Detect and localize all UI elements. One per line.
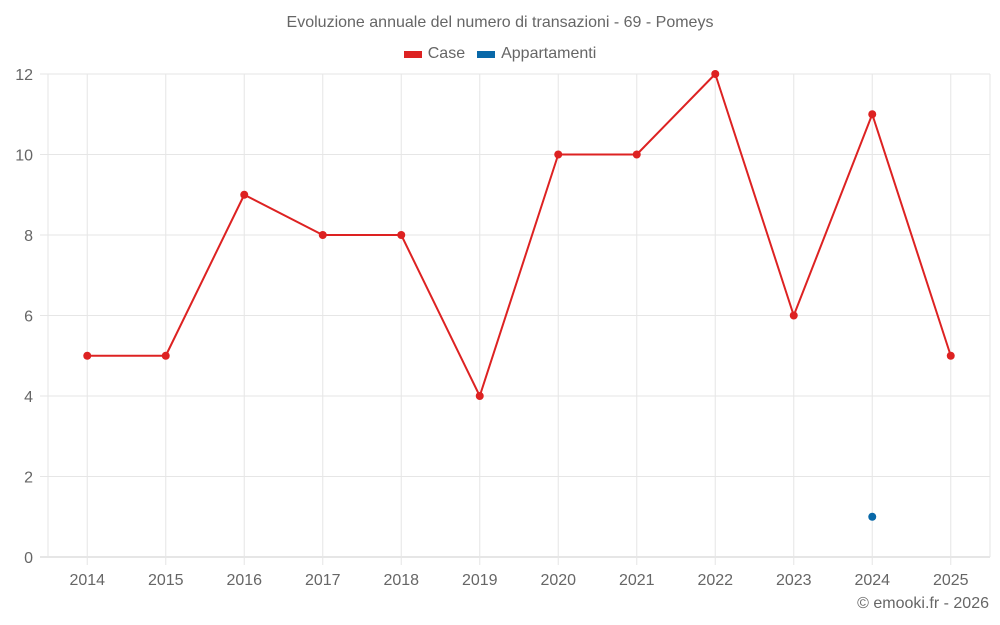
y-tick-label: 4 (24, 389, 33, 406)
y-tick-label: 0 (24, 550, 33, 567)
data-point[interactable] (868, 110, 877, 119)
chart-legend: Case Appartamenti (0, 45, 1000, 63)
data-point[interactable] (161, 351, 170, 360)
x-tick-label: 2023 (776, 572, 812, 589)
data-point[interactable] (240, 190, 249, 199)
y-axis: 0 2 4 6 8 10 12 (15, 67, 33, 567)
x-tick-label: 2019 (462, 572, 498, 589)
y-tick-label: 12 (15, 67, 33, 84)
data-point[interactable] (868, 512, 877, 521)
legend-item-case[interactable]: Case (403, 45, 466, 63)
y-tick-label: 8 (24, 228, 33, 245)
data-point[interactable] (946, 351, 955, 360)
legend-label-case: Case (427, 45, 466, 62)
x-tick-label: 2015 (148, 572, 184, 589)
series-line (87, 73, 952, 397)
x-tick-label: 2016 (226, 572, 262, 589)
data-point[interactable] (83, 351, 92, 360)
legend-swatch-case-icon (403, 50, 422, 58)
legend-label-appartamenti: Appartamenti (501, 45, 597, 62)
chart-title: Evoluzione annuale del numero di transaz… (286, 14, 714, 31)
data-point[interactable] (318, 231, 327, 239)
y-tick-label: 10 (15, 148, 33, 165)
data-point[interactable] (475, 392, 484, 400)
data-point[interactable] (789, 311, 798, 320)
x-tick-label: 2024 (854, 572, 890, 589)
x-tick-label: 2020 (540, 572, 576, 589)
x-tick-label: 2017 (305, 572, 341, 589)
x-tick-label: 2018 (383, 572, 419, 589)
x-tick-label: 2022 (697, 572, 733, 589)
y-tick-label: 2 (24, 470, 33, 487)
x-tick-label: 2025 (933, 572, 969, 589)
data-point[interactable] (632, 150, 641, 159)
series-appartamenti (868, 512, 877, 521)
y-tick-label: 6 (24, 309, 33, 326)
data-point[interactable] (554, 150, 563, 159)
legend-item-appartamenti[interactable]: Appartamenti (477, 45, 596, 63)
x-axis: 2014 2015 2016 2017 2018 2019 2020 2021 2022 2023… (69, 572, 968, 589)
data-point[interactable] (397, 231, 406, 239)
series-case (83, 70, 955, 400)
data-point[interactable] (711, 70, 720, 78)
x-tick-label: 2014 (69, 572, 105, 589)
legend-swatch-appartamenti-icon (477, 50, 496, 58)
credits-link[interactable]: © emooki.fr - 2026 (857, 595, 989, 612)
x-tick-label: 2021 (619, 572, 655, 589)
series-layer (83, 70, 955, 521)
